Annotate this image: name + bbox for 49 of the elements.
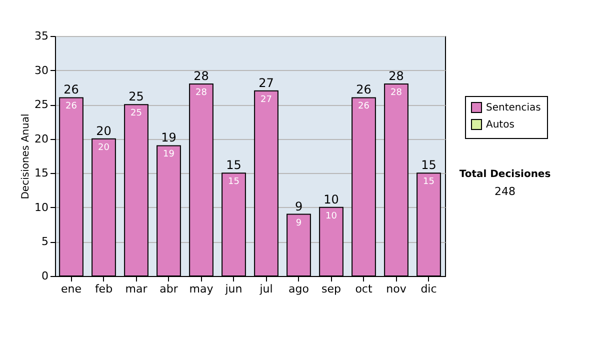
- x-tick-label: sep: [322, 282, 342, 296]
- data-label: 27: [260, 94, 272, 105]
- data-label: 15: [423, 177, 434, 188]
- legend-label: Autos: [486, 120, 514, 130]
- total-label: 27: [258, 76, 274, 90]
- x-tick-label: abr: [160, 282, 178, 296]
- x-tick-label: ago: [288, 282, 310, 296]
- y-tick-label: 0: [42, 270, 48, 282]
- data-label: 9: [296, 218, 302, 228]
- data-label: 20: [98, 142, 110, 153]
- text: 248: [494, 185, 516, 198]
- y-tick-label: 5: [42, 235, 48, 248]
- y-tick-label: 35: [34, 30, 48, 42]
- total-label: 15: [226, 158, 242, 172]
- y-tick-label: 15: [34, 166, 48, 180]
- total-label: 20: [96, 124, 112, 138]
- data-label: 26: [66, 102, 78, 112]
- y-tick-label: 25: [34, 98, 48, 112]
- y-axis-title: Decisiones Anual: [20, 114, 32, 200]
- total-label: 10: [324, 192, 339, 206]
- y-tick-label: 10: [34, 200, 48, 214]
- y-tick-label: 20: [34, 132, 48, 146]
- x-tick-label: feb: [94, 282, 113, 296]
- total-label: 28: [388, 69, 404, 83]
- data-label: 25: [130, 108, 142, 119]
- total-label: 26: [356, 82, 372, 97]
- data-label: 26: [358, 102, 370, 112]
- y-tick-label: 30: [34, 64, 48, 77]
- total-label: 19: [161, 130, 176, 145]
- x-tick-label: jul: [258, 282, 273, 296]
- legend-label: Sentencias: [486, 102, 541, 114]
- text: Total Decisiones: [459, 169, 551, 180]
- x-tick-label: oct: [355, 282, 373, 296]
- x-tick-label: mar: [125, 282, 148, 296]
- total-label: 26: [64, 82, 79, 97]
- x-tick-label: dic: [420, 282, 437, 296]
- total-label: 9: [294, 199, 303, 214]
- total-label: 28: [194, 69, 209, 83]
- x-tick-label: ene: [60, 282, 82, 296]
- data-label: 19: [163, 150, 175, 160]
- x-tick-label: nov: [386, 282, 407, 296]
- x-tick-label: may: [189, 282, 214, 296]
- data-label: 28: [390, 88, 402, 98]
- data-label: 15: [228, 177, 240, 188]
- data-label: 10: [326, 211, 338, 222]
- total-label: 25: [128, 90, 144, 104]
- x-tick-label: jun: [224, 282, 242, 296]
- total-label: 15: [421, 158, 436, 172]
- data-label: 28: [196, 88, 208, 98]
